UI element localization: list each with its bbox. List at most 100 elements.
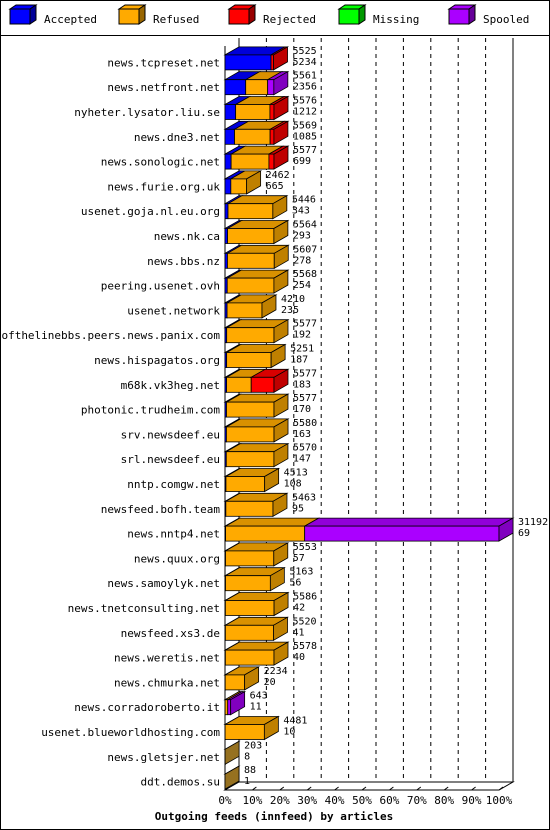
value-second: 2356 [293, 82, 317, 93]
row-label: news.quux.org [134, 552, 220, 565]
bar-row [223, 691, 247, 716]
legend-label: Refused [153, 13, 199, 26]
bar-end-face [273, 269, 289, 294]
bar-end-face [273, 641, 289, 666]
value-second: 187 [290, 355, 308, 366]
value-total: 5577 [293, 393, 317, 404]
x-tick-label: 20% [270, 794, 290, 807]
value-total: 5577 [293, 368, 317, 379]
row-label: endofthelinebbs.peers.news.panix.com [0, 329, 220, 342]
value-total: 643 [250, 691, 268, 702]
bar-segment-rejected [268, 153, 275, 170]
value-second: 5234 [293, 57, 317, 68]
x-tick [389, 786, 394, 791]
value-second: 42 [293, 603, 305, 614]
row-label: news.bbs.nz [147, 255, 220, 268]
legend-swatch-side [468, 4, 476, 25]
x-tick-label: 10% [242, 794, 262, 807]
bar-end-face [244, 666, 260, 691]
value-total: 2462 [266, 170, 290, 181]
bar-segment-refused [224, 600, 275, 616]
value-total: 203 [244, 740, 262, 751]
bar-end-face [273, 591, 289, 617]
bar-segment-refused [234, 128, 271, 145]
legend-item-missing: Missing [337, 4, 419, 26]
bar-segment-accepted [224, 203, 229, 220]
bar-segment-accepted [224, 153, 232, 170]
bar-row [223, 368, 290, 393]
row-label: usenet.blueworldhosting.com [41, 726, 220, 739]
bar-segment-accepted [224, 128, 235, 145]
bar-end-face [273, 418, 289, 443]
bar-segment-refused [225, 550, 275, 567]
bar-segment-refused [226, 401, 275, 418]
legend-label: Accepted [44, 13, 97, 26]
bar-end-face [273, 542, 289, 567]
x-tick [471, 786, 476, 791]
value-total: 5568 [293, 269, 317, 280]
bar-row [223, 269, 290, 294]
row-label: newsfeed.bofh.team [101, 503, 221, 516]
bar-row [223, 418, 290, 443]
value-second: 40 [293, 652, 305, 663]
row-label: news.chmurka.net [114, 676, 220, 689]
value-total: 5446 [292, 195, 316, 206]
bar-row [223, 294, 278, 319]
bar-row [223, 95, 290, 121]
bar-segment-refused [225, 525, 306, 542]
bar-segment-refused [225, 476, 266, 492]
bar-top-spooled [303, 517, 515, 527]
bar-segment-refused [230, 178, 248, 195]
bar-row [223, 467, 281, 493]
x-tick [279, 786, 285, 791]
bar-end-face [263, 715, 279, 741]
row-label: ddt.demos.su [141, 776, 220, 789]
bar-end-face [261, 294, 277, 319]
bar-end-face [273, 219, 289, 245]
bar-end-face [273, 443, 289, 468]
bar-end-face [224, 765, 240, 790]
bar-segment-accepted [224, 79, 247, 96]
floor [223, 781, 515, 791]
bar-row [223, 219, 290, 245]
bar-segment-refused [227, 252, 275, 269]
bar-end-face [230, 691, 246, 716]
bar-end-face [272, 492, 288, 517]
value-total: 5577 [293, 145, 317, 156]
value-second: 1085 [293, 131, 317, 142]
x-tick [252, 786, 257, 791]
x-tick-label: 60% [379, 794, 399, 807]
value-second: 665 [266, 181, 284, 192]
value-second: 69 [518, 528, 530, 539]
bar-segment-refused [230, 153, 270, 170]
legend-item-rejected: Rejected [227, 4, 316, 26]
bar-row [223, 765, 241, 790]
bar-segment-rejected [269, 128, 275, 145]
bar-segment-refused [226, 376, 252, 393]
value-total: 5163 [289, 567, 313, 578]
legend-swatch-side [248, 4, 256, 25]
x-tick [416, 786, 422, 791]
bar-end-face [264, 467, 280, 493]
bar-end-face [498, 517, 514, 542]
bar-segment-refused [224, 624, 274, 641]
value-second: 293 [293, 231, 311, 242]
value-second: 254 [293, 280, 311, 291]
value-total: 5561 [293, 71, 317, 82]
row-label: news.hispagatos.org [94, 354, 220, 367]
value-second: 343 [292, 206, 310, 217]
x-tick-label: 90% [462, 794, 482, 807]
x-tick-label: 0% [218, 794, 232, 807]
value-second: 56 [289, 578, 301, 589]
x-tick [443, 786, 449, 791]
value-second: 163 [293, 429, 311, 440]
x-tick-label: 30% [297, 794, 317, 807]
bar-row [223, 567, 286, 592]
legend-swatch-side [358, 4, 366, 25]
x-tick [361, 786, 367, 791]
bar-row [223, 244, 290, 269]
bar-row [223, 120, 290, 145]
x-tick-label: 40% [325, 794, 345, 807]
bar-end-face [224, 740, 240, 765]
bar-segment-refused [224, 724, 265, 740]
